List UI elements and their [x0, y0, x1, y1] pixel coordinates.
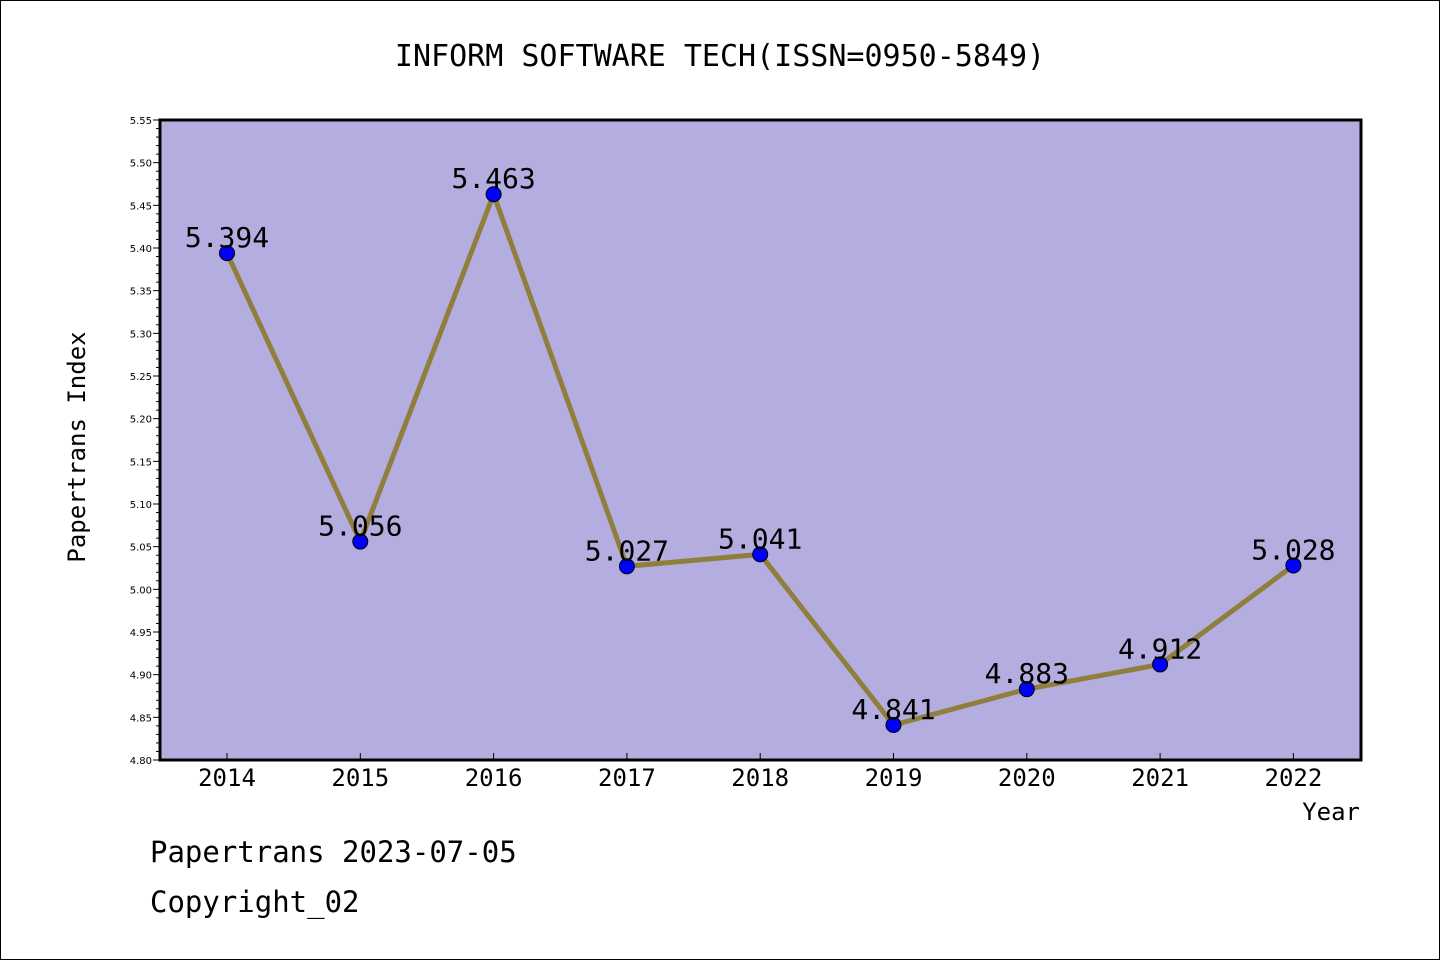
data-label: 5.394	[185, 221, 269, 254]
data-point	[1152, 656, 1169, 673]
data-point	[352, 533, 369, 550]
x-tick-label: 2021	[1131, 764, 1189, 792]
x-tick-label: 2018	[731, 764, 789, 792]
data-label: 4.883	[985, 657, 1069, 690]
y-tick-label: 5.30	[130, 329, 152, 340]
data-label: 5.028	[1251, 533, 1335, 566]
data-label: 4.841	[851, 693, 935, 726]
y-tick-label: 5.40	[130, 244, 152, 255]
x-axis: 2014 2015 2016 2017 2018 2019 2020 2021 2022	[198, 753, 1322, 792]
y-tick-label: 5.20	[130, 415, 152, 426]
y-axis: 4.80 4.85 4.90 4.95 5.00 5.05 5.10 5.15 5.20 5.25…	[130, 116, 160, 767]
data-point	[1018, 681, 1035, 698]
x-axis-label: Year	[1302, 798, 1360, 826]
plot-area	[158, 118, 1363, 762]
data-point	[485, 186, 502, 203]
y-tick-label: 4.95	[130, 628, 152, 639]
data-label: 5.463	[451, 162, 535, 195]
y-tick-label: 5.10	[130, 500, 152, 511]
data-point	[752, 546, 769, 563]
footer-date: Papertrans 2023-07-05	[150, 835, 517, 869]
data-point	[885, 717, 902, 734]
data-point	[618, 558, 635, 575]
data-markers	[219, 186, 1302, 734]
x-tick-label: 2015	[331, 764, 389, 792]
data-label: 5.056	[318, 510, 402, 543]
y-tick-label: 4.85	[130, 713, 152, 724]
footer-copyright: Copyright_02	[150, 885, 360, 919]
x-tick-label: 2016	[465, 764, 523, 792]
x-tick-label: 2019	[865, 764, 923, 792]
y-tick-label: 4.80	[130, 756, 152, 767]
y-tick-label: 4.90	[130, 671, 152, 682]
y-tick-label: 5.50	[130, 159, 152, 170]
data-point	[219, 245, 235, 262]
data-label: 4.912	[1118, 632, 1202, 665]
y-tick-label: 5.25	[130, 372, 152, 383]
y-axis-label: Papertrans Index	[63, 331, 91, 562]
y-tick-label: 5.35	[130, 287, 152, 298]
y-tick-label: 5.45	[130, 201, 152, 212]
data-point	[1285, 557, 1302, 574]
chart-title: INFORM SOFTWARE TECH(ISSN=0950-5849)	[395, 39, 1045, 74]
x-tick-label: 2014	[198, 764, 256, 792]
y-tick-label: 5.05	[130, 543, 152, 554]
y-tick-label: 5.55	[130, 116, 152, 127]
data-label: 5.041	[718, 522, 802, 555]
data-label: 5.027	[585, 534, 669, 567]
data-labels: 5.394 5.056 5.463 5.027 5.041 4.841 4.883 4.912…	[185, 162, 1336, 726]
x-tick-label: 2017	[598, 764, 656, 792]
x-tick-label: 2022	[1265, 764, 1323, 792]
y-tick-label: 5.00	[130, 585, 152, 596]
x-tick-label: 2020	[998, 764, 1056, 792]
y-tick-label: 5.15	[130, 457, 152, 468]
